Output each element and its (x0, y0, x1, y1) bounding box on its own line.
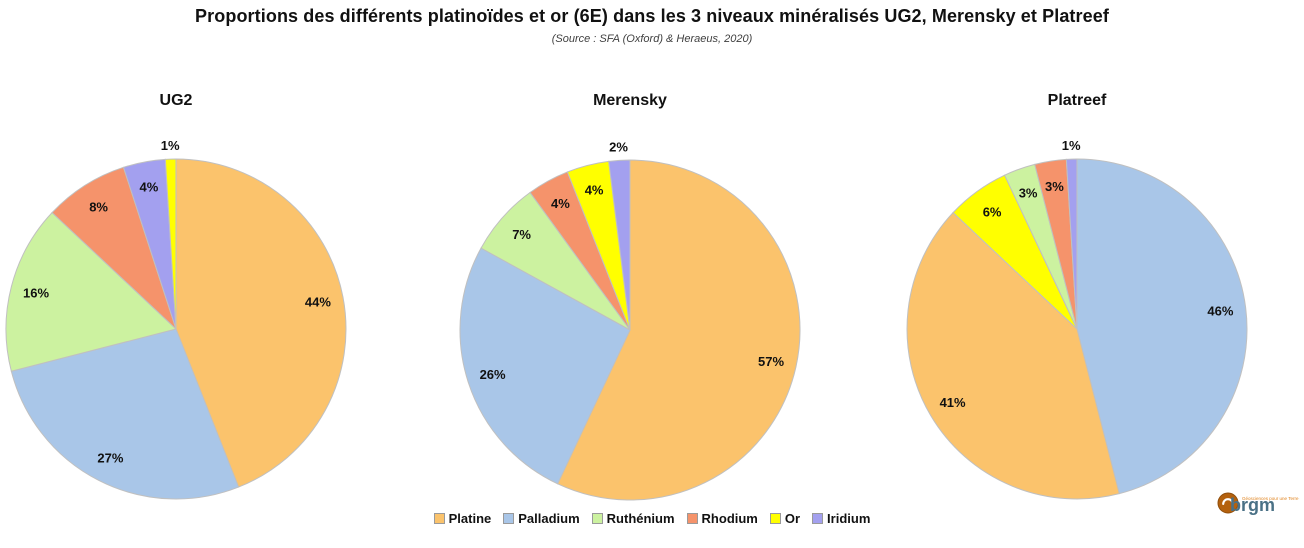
legend-swatch-icon (433, 513, 445, 524)
pie-title-merensky: Merensky (593, 92, 667, 109)
pie-platreef-slice-0 (1076, 158, 1248, 495)
legend-swatch-icon (686, 513, 698, 524)
legend-label: Platine (448, 511, 492, 526)
legend-label: Iridium (827, 511, 871, 526)
brgm-circle (1217, 492, 1239, 514)
pie-merensky-slice-0 (556, 159, 801, 501)
pie-ug2-slice-1 (10, 328, 240, 500)
legend-label: Or (784, 511, 801, 526)
legend-swatch-icon (503, 513, 515, 524)
pie-slice-label: 3% (1019, 186, 1038, 201)
pie-slice-label: 57% (758, 354, 784, 369)
pie-platreef-slice-1 (906, 211, 1120, 500)
pie-merensky-slice-5 (608, 159, 631, 331)
pie-slice-label: 27% (97, 450, 123, 465)
pie-platreef-slice-5 (1065, 158, 1078, 330)
pie-slice-label: 7% (512, 227, 531, 242)
legend-swatch-icon (812, 513, 824, 524)
chart-subtitle: (Source : SFA (Oxford) & Heraeus, 2020) (551, 33, 753, 45)
legend-swatch-icon (769, 513, 781, 524)
pie-slice-label: 1% (161, 138, 180, 153)
pie-slice-label: 4% (585, 183, 604, 198)
pie-slice-label: 41% (940, 395, 966, 410)
brgm-tagline: Géosciences pour une Terre durable (1242, 496, 1300, 501)
brgm-logo-icon (1217, 492, 1239, 514)
legend-item-ruthénium: Ruthénium (591, 511, 675, 526)
pie-ug2-slice-0 (175, 158, 347, 488)
brgm-arc (1222, 498, 1234, 506)
pie-ug2-slice-2 (5, 211, 178, 372)
pie-slice-label: 26% (480, 367, 506, 382)
legend-label: Palladium (518, 511, 580, 526)
chart-legend: Platine Palladium Ruthénium Rhodium Or Iridiu… (0, 511, 1304, 526)
legend-label: Rhodium (701, 511, 758, 526)
legend-item-or: Or (769, 511, 801, 526)
legend-item-iridium: Iridium (812, 511, 870, 526)
brgm-wordmark: brgm (1230, 495, 1275, 515)
pie-slice-label: 44% (305, 294, 331, 309)
pie-slice-label: 46% (1207, 303, 1233, 318)
pie-slice-label: 1% (1062, 138, 1081, 153)
legend-item-rhodium: Rhodium (686, 511, 758, 526)
legend-item-platine: Platine (433, 511, 492, 526)
pie-slice-label: 6% (983, 205, 1002, 220)
brgm-logo: brgm Géosciences pour une Terre durable (1213, 488, 1303, 528)
pie-slice-label: 16% (23, 286, 49, 301)
pie-title-ug2: UG2 (159, 92, 193, 109)
legend-swatch-icon (591, 513, 603, 524)
pie-slice-label: 4% (551, 196, 570, 211)
legend-item-palladium: Palladium (503, 511, 580, 526)
pie-slice-label: 8% (89, 200, 108, 215)
pie-ug2-slice-5 (164, 158, 177, 330)
chart-title: Proportions des différents platinoïdes e… (195, 6, 1109, 26)
pie-slice-label: 2% (609, 139, 628, 154)
pie-slice-label: 3% (1045, 179, 1064, 194)
pie-title-platreef: Platreef (1047, 92, 1107, 109)
pie-slice-label: 4% (140, 180, 159, 195)
legend-label: Ruthénium (606, 511, 675, 526)
